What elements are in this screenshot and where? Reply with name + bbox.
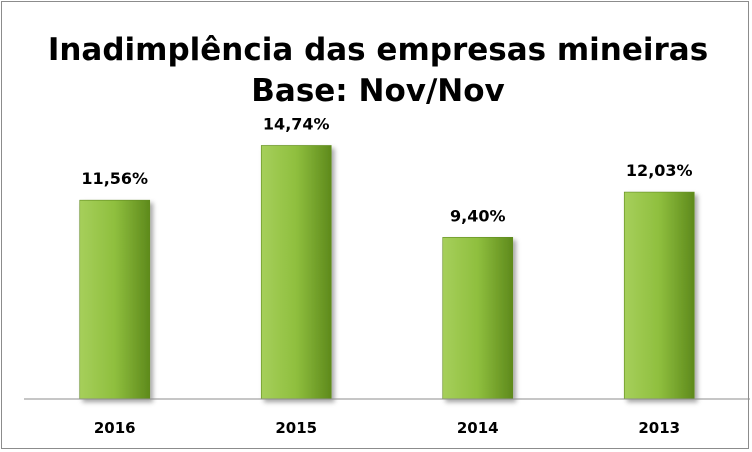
chart-subtitle: Base: Nov/Nov <box>251 73 504 109</box>
value-label-2015: 14,74% <box>263 114 330 133</box>
x-tick-label-2016: 2016 <box>94 419 136 437</box>
bars-group <box>79 145 695 400</box>
bar-2016 <box>79 199 151 400</box>
x-tick-label-2015: 2015 <box>275 419 317 437</box>
labels-group: 11,56% 2016 14,74% 2015 9,40% 2014 12,03% 2013 <box>81 114 692 437</box>
chart-title: Inadimplência das empresas mineiras <box>48 32 708 68</box>
bar-2014 <box>442 237 514 400</box>
value-label-2016: 11,56% <box>81 169 148 188</box>
x-tick-label-2014: 2014 <box>457 419 499 437</box>
x-tick-label-2013: 2013 <box>638 419 680 437</box>
bar-2015 <box>260 145 332 400</box>
value-label-2013: 12,03% <box>626 161 693 180</box>
value-label-2014: 9,40% <box>450 206 506 225</box>
bar-2013 <box>623 191 695 400</box>
